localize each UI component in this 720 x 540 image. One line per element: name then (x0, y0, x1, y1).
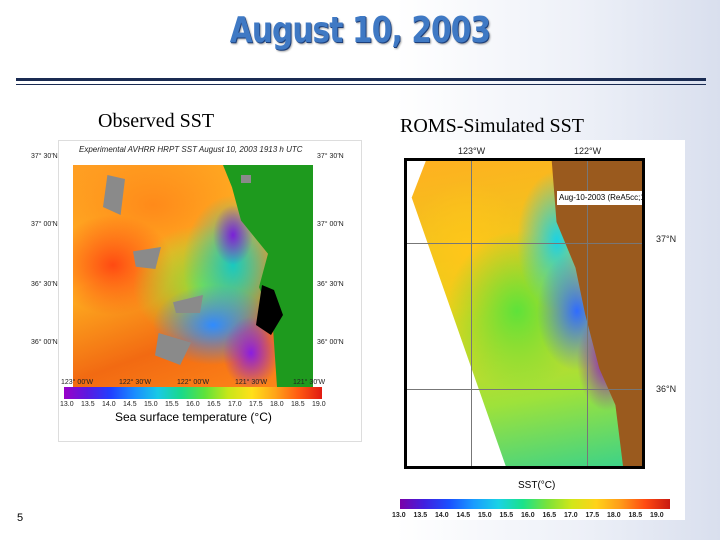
grid-line (407, 389, 642, 390)
colorbar-tick-label: 17.5 (585, 512, 600, 519)
simulated-sst-map: Aug-10-2003 (ReA5cc;12 (404, 158, 645, 469)
title-rule-thin (16, 84, 706, 85)
date-inset: Aug-10-2003 (ReA5cc;12 (557, 191, 642, 205)
colorbar-tick-label: 16.5 (542, 512, 557, 519)
colorbar-tick-label: 19.0 (650, 512, 664, 519)
observed-colorbar (64, 387, 322, 399)
cloud-patch (133, 247, 161, 269)
colorbar-tick-label: 14.5 (123, 401, 137, 408)
cloud-patch (155, 333, 191, 365)
grid-line (407, 243, 642, 244)
observed-sst-label: Observed SST (98, 110, 215, 132)
slide-number: 5 (17, 512, 24, 524)
lat-label-right: 37° 30'N (317, 153, 344, 160)
grid-line (471, 161, 472, 466)
observed-map-header: Experimental AVHRR HRPT SST August 10, 2… (79, 145, 303, 154)
colorbar-tick-label: 16.0 (521, 512, 535, 519)
simulated-sst-label: ROMS-Simulated SST (400, 115, 584, 137)
cloud-patch (241, 175, 251, 183)
colorbar-tick-label: 14.0 (435, 512, 449, 519)
lat-label: 37° 30'N (31, 153, 58, 160)
colorbar-tick-label: 18.5 (291, 401, 305, 408)
colorbar-tick-label: 14.0 (102, 401, 116, 408)
observed-sst-map (73, 165, 313, 387)
colorbar-tick-label: 16.5 (207, 401, 221, 408)
colorbar-tick-label: 15.0 (478, 512, 492, 519)
colorbar-tick-label: 18.5 (628, 512, 643, 519)
lon-label: 122° 00'W (177, 379, 210, 386)
colorbar-tick-label: 18.0 (607, 512, 621, 519)
colorbar-tick-label: 18.0 (270, 401, 284, 408)
colorbar-tick-label: 15.0 (144, 401, 158, 408)
lon-label: 122°W (574, 146, 602, 156)
colorbar-tick-label: 13.0 (60, 401, 74, 408)
simulated-colorbar (400, 499, 670, 509)
simulated-colorbar-caption: SST(°C) (518, 480, 556, 491)
observed-colorbar-caption: Sea surface temperature (°C) (115, 410, 272, 424)
lat-label-right: 36° 30'N (317, 281, 344, 288)
colorbar-tick-label: 15.5 (165, 401, 179, 408)
colorbar-tick-label: 13.0 (392, 512, 406, 519)
lat-label: 36°N (656, 384, 677, 394)
colorbar-tick-label: 15.5 (499, 512, 514, 519)
lon-label: 121° 30'W (293, 379, 326, 386)
colorbar-tick-label: 13.5 (81, 401, 95, 408)
lon-label: 122° 30'W (119, 379, 152, 386)
lat-label: 36° 30'N (31, 281, 58, 288)
lat-label: 37° 00'N (31, 221, 58, 228)
observed-sst-panel: Experimental AVHRR HRPT SST August 10, 2… (31, 140, 362, 442)
colorbar-tick-label: 14.5 (456, 512, 471, 519)
lat-label-right: 37° 00'N (317, 221, 344, 228)
slide-title: August 10, 2003 (229, 10, 491, 51)
title-rule-thick (16, 78, 706, 81)
lon-label: 123° 00'W (61, 379, 94, 386)
colorbar-tick-label: 17.0 (564, 512, 578, 519)
land-area (223, 165, 313, 387)
lon-label: 123°W (458, 146, 486, 156)
colorbar-tick-label: 17.5 (249, 401, 263, 408)
colorbar-tick-label: 17.0 (228, 401, 242, 408)
simulated-sst-panel: 123°W 122°W Aug-10-2003 (ReA5cc;12 37°N … (388, 140, 685, 520)
lon-label: 121° 30'W (235, 379, 268, 386)
cloud-patch (103, 175, 125, 215)
colorbar-tick-label: 13.5 (413, 512, 428, 519)
cloud-patch (173, 295, 203, 313)
lat-label: 36° 00'N (31, 339, 58, 346)
lat-label-right: 36° 00'N (317, 339, 344, 346)
lat-label: 37°N (656, 234, 677, 244)
grid-line (587, 161, 588, 466)
colorbar-tick-label: 16.0 (186, 401, 200, 408)
colorbar-tick-label: 19.0 (312, 401, 326, 408)
